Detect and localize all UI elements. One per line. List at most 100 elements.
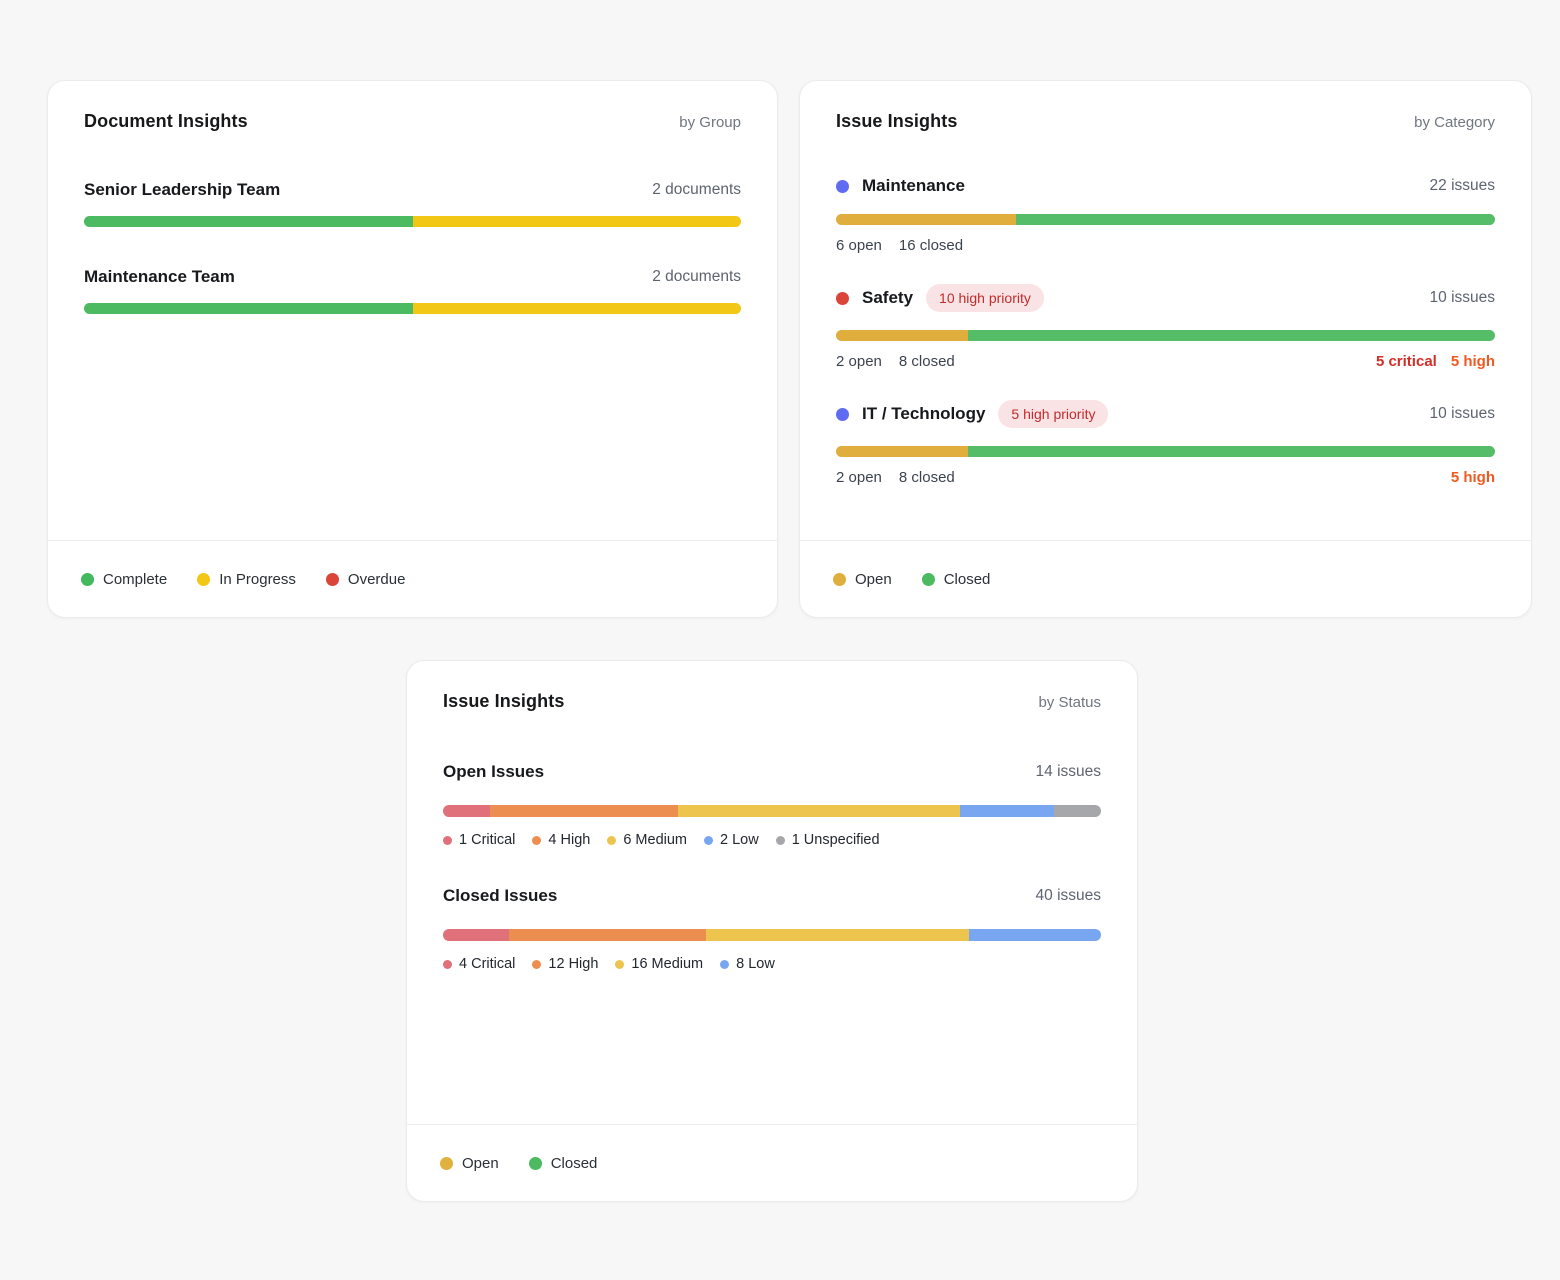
closed-legend-dot bbox=[529, 1157, 542, 1170]
high-priority-badge: 5 high priority bbox=[998, 400, 1108, 428]
legend-label: Open bbox=[462, 1155, 499, 1172]
document-status-bar bbox=[84, 303, 741, 314]
issue-status-bar bbox=[836, 330, 1495, 341]
row-head: Senior Leadership Team 2 documents bbox=[84, 180, 741, 200]
legend-label: Open bbox=[855, 571, 892, 588]
document-count: 2 documents bbox=[652, 181, 741, 199]
document-status-bar bbox=[84, 216, 741, 227]
group-name: Senior Leadership Team bbox=[84, 180, 280, 200]
row-stats: 2 open 8 closed 5 high bbox=[836, 469, 1495, 486]
high-legend-dot bbox=[532, 960, 541, 969]
row-stats: 2 open 8 closed 5 critical 5 high bbox=[836, 353, 1495, 370]
legend-label: 2 Low bbox=[720, 832, 759, 848]
complete-legend-dot bbox=[81, 573, 94, 586]
legend-label: 4 Critical bbox=[459, 956, 515, 972]
document-group-row[interactable]: Senior Leadership Team 2 documents bbox=[84, 180, 741, 227]
critical-count: 5 critical bbox=[1376, 353, 1437, 370]
bar-segment bbox=[836, 330, 968, 341]
category-name: IT / Technology bbox=[862, 404, 985, 424]
legend-label: 1 Unspecified bbox=[792, 832, 880, 848]
row-head: Maintenance 22 issues bbox=[836, 176, 1495, 196]
legend-item: 2 Low bbox=[704, 832, 759, 848]
legend-label: Closed bbox=[944, 571, 991, 588]
legend-item: 6 Medium bbox=[607, 832, 687, 848]
document-insights-card: Document Insights by Group Senior Leader… bbox=[47, 80, 778, 618]
issue-insights-status-card: Issue Insights by Status Open Issues 14 … bbox=[406, 660, 1138, 1202]
row-stats: 6 open 16 closed bbox=[836, 237, 1495, 254]
legend-item: Closed bbox=[922, 571, 991, 588]
bar-segment bbox=[490, 805, 678, 817]
open-legend-dot bbox=[833, 573, 846, 586]
issue-insights-category-card: Issue Insights by Category Maintenance 2… bbox=[799, 80, 1532, 618]
legend-item: 4 High bbox=[532, 832, 590, 848]
card-title: Document Insights bbox=[84, 111, 248, 132]
bar-segment bbox=[1054, 805, 1101, 817]
status-row[interactable]: Open Issues 14 issues 1 Critical 4 High … bbox=[443, 762, 1101, 848]
medium-legend-dot bbox=[607, 836, 616, 845]
category-name: Safety bbox=[862, 288, 913, 308]
bar-segment bbox=[84, 216, 413, 227]
issue-status-bar bbox=[836, 214, 1495, 225]
bar-segment bbox=[960, 805, 1054, 817]
legend-label: 4 High bbox=[548, 832, 590, 848]
row-head: Safety 10 high priority 10 issues bbox=[836, 284, 1495, 312]
document-group-row[interactable]: Maintenance Team 2 documents bbox=[84, 267, 741, 314]
group-name: Maintenance Team bbox=[84, 267, 235, 287]
category-row[interactable]: Maintenance 22 issues 6 open 16 closed bbox=[836, 176, 1495, 254]
legend-item: Complete bbox=[81, 571, 167, 588]
bar-segment bbox=[706, 929, 969, 941]
card-subtitle: by Category bbox=[1414, 114, 1495, 131]
row-head: Maintenance Team 2 documents bbox=[84, 267, 741, 287]
open-count: 2 open bbox=[836, 353, 882, 370]
status-name: Open Issues bbox=[443, 762, 544, 782]
legend-label: Closed bbox=[551, 1155, 598, 1172]
legend-item: 1 Unspecified bbox=[776, 832, 880, 848]
medium-legend-dot bbox=[615, 960, 624, 969]
legend-item: Closed bbox=[529, 1155, 598, 1172]
issue-status-bar bbox=[836, 446, 1495, 457]
category-row[interactable]: IT / Technology 5 high priority 10 issue… bbox=[836, 400, 1495, 486]
legend-item: In Progress bbox=[197, 571, 296, 588]
high-priority-badge: 10 high priority bbox=[926, 284, 1044, 312]
legend-item: 4 Critical bbox=[443, 956, 515, 972]
critical-legend-dot bbox=[443, 960, 452, 969]
legend-label: 1 Critical bbox=[459, 832, 515, 848]
stats-right: 5 high bbox=[1451, 469, 1495, 486]
stats-left: 2 open 8 closed bbox=[836, 353, 955, 370]
card-header: Document Insights by Group bbox=[48, 81, 777, 132]
bar-segment bbox=[968, 446, 1495, 457]
card-legend-footer: Open Closed bbox=[800, 540, 1531, 617]
category-name: Maintenance bbox=[862, 176, 965, 196]
bar-segment bbox=[969, 929, 1101, 941]
legend-label: 12 High bbox=[548, 956, 598, 972]
issue-count: 40 issues bbox=[1036, 887, 1101, 905]
low-legend-dot bbox=[704, 836, 713, 845]
row-head: Open Issues 14 issues bbox=[443, 762, 1101, 782]
overdue-legend-dot bbox=[326, 573, 339, 586]
legend-label: In Progress bbox=[219, 571, 296, 588]
bar-segment bbox=[678, 805, 960, 817]
legend-item: Open bbox=[833, 571, 892, 588]
high-legend-dot bbox=[532, 836, 541, 845]
legend-item: 8 Low bbox=[720, 956, 775, 972]
category-dot bbox=[836, 180, 849, 193]
open-legend-dot bbox=[440, 1157, 453, 1170]
status-name: Closed Issues bbox=[443, 886, 557, 906]
priority-distribution-bar bbox=[443, 929, 1101, 941]
card-title: Issue Insights bbox=[836, 111, 957, 132]
legend-item: Overdue bbox=[326, 571, 406, 588]
card-header: Issue Insights by Status bbox=[407, 661, 1137, 712]
critical-legend-dot bbox=[443, 836, 452, 845]
legend-item: Open bbox=[440, 1155, 499, 1172]
document-count: 2 documents bbox=[652, 268, 741, 286]
legend-label: Complete bbox=[103, 571, 167, 588]
category-dot bbox=[836, 408, 849, 421]
issue-count: 10 issues bbox=[1430, 289, 1495, 307]
card-body: Senior Leadership Team 2 documents Maint… bbox=[48, 132, 777, 540]
category-row[interactable]: Safety 10 high priority 10 issues 2 open… bbox=[836, 284, 1495, 370]
status-row[interactable]: Closed Issues 40 issues 4 Critical 12 Hi… bbox=[443, 886, 1101, 972]
closed-count: 8 closed bbox=[899, 353, 955, 370]
bar-segment bbox=[443, 929, 509, 941]
legend-label: 16 Medium bbox=[631, 956, 703, 972]
issue-count: 14 issues bbox=[1036, 763, 1101, 781]
